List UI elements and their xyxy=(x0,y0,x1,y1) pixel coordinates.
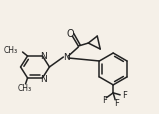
Text: N: N xyxy=(63,53,70,62)
Text: F: F xyxy=(122,91,127,100)
Text: O: O xyxy=(67,29,74,39)
Text: CH₃: CH₃ xyxy=(17,84,32,93)
Text: F: F xyxy=(114,98,119,107)
Text: N: N xyxy=(40,51,47,60)
Text: F: F xyxy=(102,96,107,104)
Text: CH₃: CH₃ xyxy=(3,45,17,54)
Text: N: N xyxy=(40,75,47,84)
